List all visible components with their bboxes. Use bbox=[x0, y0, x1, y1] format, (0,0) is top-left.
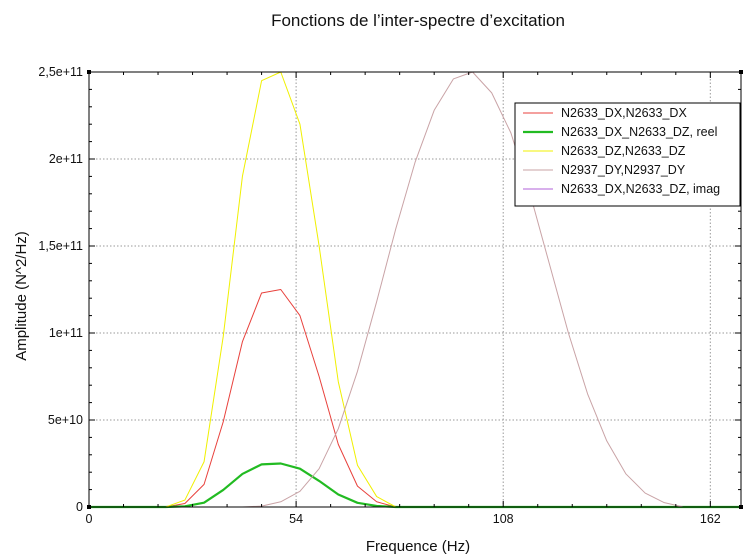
axes bbox=[87, 70, 743, 509]
legend: N2633_DX,N2633_DX N2633_DX_N2633_DZ, reel… bbox=[514, 102, 741, 207]
plot-frame bbox=[88, 71, 742, 508]
legend-entry: N2937_DY,N2937_DY bbox=[561, 163, 686, 177]
series-line-3 bbox=[89, 71, 741, 508]
y-tick-label: 5e+10 bbox=[48, 413, 83, 427]
y-tick-label: 0 bbox=[76, 500, 83, 514]
legend-entry: N2633_DX_N2633_DZ, reel bbox=[561, 125, 717, 139]
y-axis-label: Amplitude (N^2/Hz) bbox=[13, 231, 30, 361]
series-line-4 bbox=[89, 71, 741, 508]
y-tick-label: 2e+11 bbox=[49, 152, 83, 166]
x-tick-label: 108 bbox=[493, 512, 514, 526]
tick-labels: 0 54 108 162 0 5e+10 1e+11 1,5e+11 2e+11 2,5e+11 bbox=[38, 65, 720, 526]
x-tick-label: 162 bbox=[700, 512, 721, 526]
series-line-2 bbox=[89, 462, 741, 509]
y-tick-label: 1,5e+11 bbox=[38, 239, 83, 253]
series-line-1 bbox=[89, 289, 741, 508]
chart-title: Fonctions de l’inter-spectre d’excitatio… bbox=[271, 11, 565, 30]
x-axis-label: Frequence (Hz) bbox=[366, 538, 470, 555]
x-tick-label: 54 bbox=[289, 512, 303, 526]
x-tick-label: 0 bbox=[86, 512, 93, 526]
legend-entry: N2633_DZ,N2633_DZ bbox=[561, 144, 686, 158]
legend-entry: N2633_DX,N2633_DX bbox=[561, 106, 687, 120]
y-tick-label: 2,5e+11 bbox=[38, 65, 83, 79]
y-tick-label: 1e+11 bbox=[49, 326, 83, 340]
legend-entry: N2633_DX,N2633_DZ, imag bbox=[561, 182, 720, 196]
